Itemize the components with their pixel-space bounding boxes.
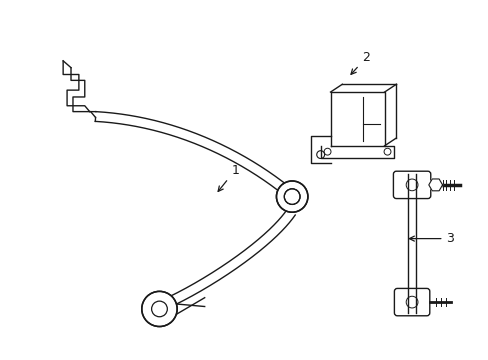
Text: 3: 3 [408, 232, 453, 245]
Polygon shape [428, 179, 442, 191]
Circle shape [142, 291, 177, 327]
Text: 2: 2 [350, 51, 369, 74]
Text: 1: 1 [218, 164, 239, 192]
Circle shape [276, 181, 307, 212]
